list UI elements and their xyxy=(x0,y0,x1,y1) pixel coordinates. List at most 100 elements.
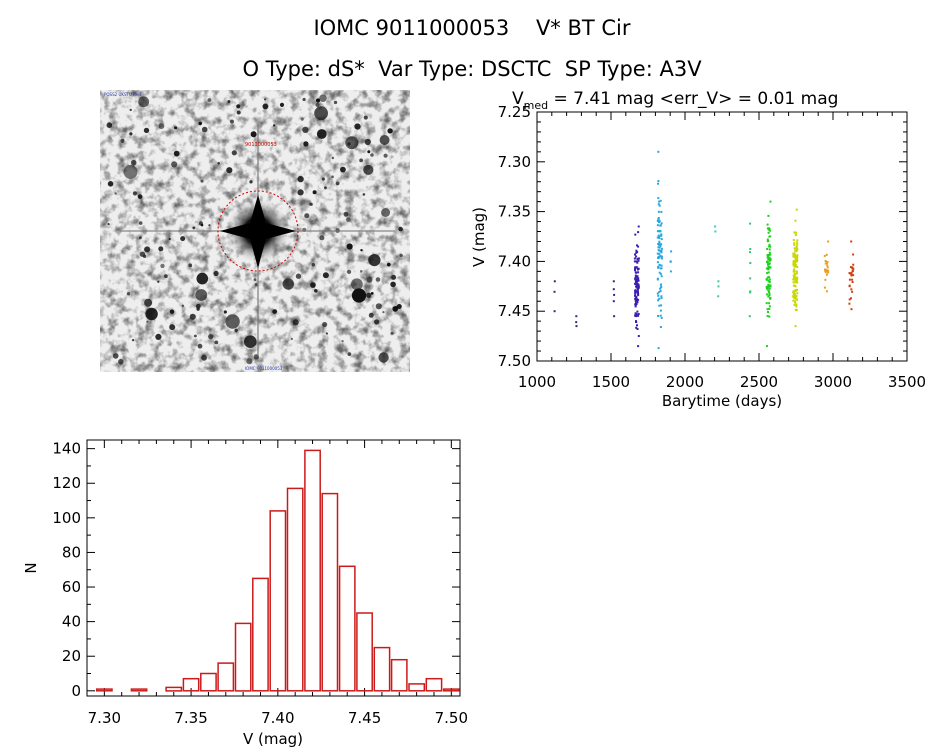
field-star xyxy=(364,138,371,146)
lc-xtick-label: 1000 xyxy=(518,373,556,391)
lc-point xyxy=(657,150,660,153)
field-star xyxy=(378,352,389,363)
lc-point xyxy=(635,301,638,304)
field-star xyxy=(173,150,180,157)
lc-point xyxy=(669,260,672,263)
lc-point xyxy=(796,292,799,295)
lc-point xyxy=(852,274,855,277)
hist-bar xyxy=(269,510,287,692)
field-star xyxy=(189,313,196,320)
lc-point xyxy=(768,248,771,251)
field-star xyxy=(171,161,178,168)
lc-point xyxy=(659,309,662,312)
hist-bar xyxy=(130,688,148,692)
field-star xyxy=(196,272,209,285)
lc-point xyxy=(635,285,637,288)
lc-point xyxy=(851,290,854,293)
hist-plot-frame xyxy=(86,439,461,697)
lc-point xyxy=(793,272,796,275)
lc-point xyxy=(793,281,796,284)
lc-point xyxy=(793,242,796,245)
lc-point xyxy=(658,204,661,207)
field-star xyxy=(312,190,317,195)
lc-point xyxy=(792,296,795,299)
lc-point xyxy=(656,261,659,264)
lc-point xyxy=(769,253,772,256)
field-star xyxy=(343,211,349,217)
lc-point xyxy=(767,214,770,217)
lc-point xyxy=(766,256,769,259)
lc-point xyxy=(656,292,659,295)
lc-point xyxy=(769,297,772,300)
lc-point xyxy=(658,246,661,249)
lc-point xyxy=(792,281,795,284)
field-star xyxy=(181,304,184,307)
lc-xlabel: Barytime (days) xyxy=(662,392,782,410)
field-star xyxy=(366,276,373,283)
lc-point xyxy=(792,254,795,256)
lc-point xyxy=(796,243,799,246)
lc-ytick-label: 7.45 xyxy=(498,302,531,320)
lc-point xyxy=(792,278,795,281)
lc-point xyxy=(634,271,637,274)
lc-point xyxy=(825,253,828,256)
lc-point xyxy=(765,285,768,288)
lc-point xyxy=(635,296,638,299)
field-star xyxy=(201,354,207,361)
field-stars xyxy=(106,94,403,365)
lc-point xyxy=(659,254,662,257)
field-star xyxy=(146,320,149,323)
lc-point xyxy=(553,290,556,293)
lc-point xyxy=(795,270,798,273)
lc-point xyxy=(660,211,663,213)
hist-ytick-label: 60 xyxy=(62,578,81,596)
field-star xyxy=(158,246,164,252)
lc-xtick-label: 2500 xyxy=(740,373,778,391)
lc-point xyxy=(792,299,795,302)
lc-point xyxy=(769,285,772,288)
field-star xyxy=(394,305,399,310)
lc-point xyxy=(769,258,772,260)
lc-point xyxy=(793,274,795,277)
lc-point xyxy=(634,266,637,269)
field-star xyxy=(234,328,238,332)
lc-point xyxy=(767,263,769,266)
lc-point xyxy=(793,294,796,297)
lc-point xyxy=(660,304,662,307)
lc-point xyxy=(827,271,830,274)
field-star xyxy=(197,343,203,349)
field-star xyxy=(132,191,137,196)
field-star xyxy=(208,334,214,340)
lc-point xyxy=(793,253,796,256)
field-star xyxy=(368,254,381,267)
lc-point xyxy=(767,262,770,265)
lc-point xyxy=(634,268,636,271)
lc-point xyxy=(659,272,662,275)
lc-point xyxy=(749,262,752,264)
field-star xyxy=(322,322,328,327)
lc-point xyxy=(636,275,639,278)
field-star xyxy=(319,235,325,241)
lc-point xyxy=(635,249,638,252)
hist-bar xyxy=(408,683,426,692)
lc-ylabel: V (mag) xyxy=(470,207,488,267)
field-star xyxy=(290,337,293,340)
field-star xyxy=(201,126,208,133)
lc-point xyxy=(824,278,827,281)
lc-point xyxy=(768,305,771,308)
lc-point xyxy=(575,325,578,328)
lc-point xyxy=(850,271,853,274)
lc-point xyxy=(767,240,770,242)
lc-point xyxy=(848,278,851,281)
lc-point xyxy=(637,257,640,260)
field-star xyxy=(367,150,371,154)
lc-point xyxy=(636,301,639,304)
lc-point xyxy=(768,256,771,259)
field-star xyxy=(217,162,220,165)
field-star xyxy=(106,122,113,128)
lc-point xyxy=(634,295,637,298)
lc-point xyxy=(848,285,851,288)
lc-point xyxy=(794,301,797,304)
lc-point xyxy=(634,305,637,308)
lc-point xyxy=(768,227,770,230)
